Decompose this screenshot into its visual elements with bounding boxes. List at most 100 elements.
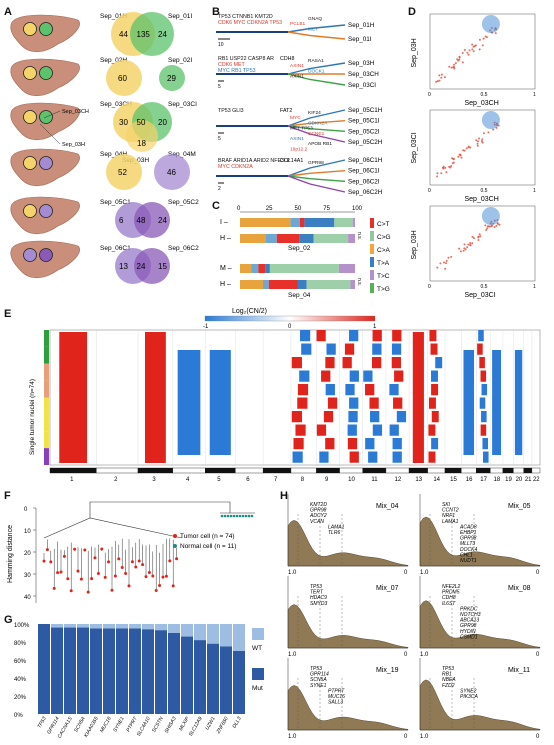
chromosome-label: 14 — [433, 477, 440, 483]
normal-cell-point — [223, 514, 227, 518]
x-tick-label: 0 — [428, 92, 431, 98]
tree-leaf-label: Sep_01I — [348, 36, 372, 43]
gene-label: MUC16 — [328, 694, 345, 700]
tumor-cell-point — [161, 575, 165, 579]
tree-leaf-label: Sep_06C1I — [348, 168, 380, 175]
scatter-point — [452, 161, 455, 164]
legend-label: C>A — [377, 247, 390, 254]
gene-label: CHL1 — [460, 552, 473, 558]
stacked-segment — [338, 264, 355, 273]
cn-loss-block — [492, 350, 502, 455]
tumor-cell-point — [164, 574, 168, 578]
density-curve — [419, 516, 541, 567]
x-tick-label: 0 — [428, 284, 431, 290]
tumor-cell-point — [76, 569, 80, 573]
scatter-point — [456, 58, 459, 61]
scatter-point — [458, 56, 461, 59]
scatter-point — [494, 32, 497, 35]
tumor-cell-point — [151, 574, 155, 578]
row-label: H – — [220, 235, 231, 242]
venn-circle-right — [154, 154, 190, 190]
cn-segment — [369, 397, 379, 409]
chromosome-label: 7 — [274, 477, 278, 483]
cn-segment — [326, 343, 336, 355]
tree-gene: CDH8 — [280, 56, 294, 62]
tree-leaf-label: Sep_05C1H — [348, 107, 383, 114]
tree-branch — [287, 125, 346, 143]
chromosome-label: 21 — [525, 477, 532, 483]
tumor-cell-point — [141, 563, 145, 567]
tumor-cell-point — [127, 584, 131, 588]
scatter-point — [478, 233, 481, 236]
cn-segment — [428, 397, 436, 409]
gene-label: CCNT2 — [442, 508, 459, 514]
gene-label: PRKDC — [460, 606, 478, 612]
cn-segment — [325, 357, 335, 369]
cn-segment — [345, 384, 355, 396]
subclone-strip — [44, 363, 49, 381]
cn-segment — [348, 411, 358, 423]
cn-segment — [327, 397, 338, 409]
venn-circle-right — [159, 65, 185, 91]
tumor-cell-point — [107, 560, 111, 564]
scatter-point — [452, 158, 455, 161]
scatter-point — [445, 171, 448, 174]
tumor-cell-point — [144, 575, 148, 579]
tumor-cell-point — [69, 589, 73, 593]
tree-branch — [287, 24, 346, 33]
cn-segment — [431, 384, 439, 396]
stacked-segment — [258, 264, 266, 273]
cn-segment — [394, 370, 404, 382]
subclone-strip — [44, 397, 49, 415]
tree-branch — [287, 125, 346, 133]
venn-count-right: 29 — [167, 74, 176, 83]
cn-segment — [392, 451, 402, 463]
legend-tumor-label: Tumor cell (n = 74) — [180, 533, 235, 540]
panel-f-phylogeny: Hamming distance 0 10 20 30 40 Tumor cell (n =… — [7, 501, 255, 603]
chromosome-bar — [502, 467, 514, 474]
scatter-point — [469, 244, 472, 247]
normal-cell-point — [250, 514, 254, 518]
scatter-point — [473, 45, 476, 48]
chromosome-bar — [476, 467, 491, 474]
tumor-cell-point — [59, 570, 63, 574]
gene-label: DLL3 — [232, 716, 243, 730]
cn-segment — [391, 357, 401, 369]
scatter-point — [467, 146, 470, 149]
cn-segment — [372, 343, 382, 355]
y-tick-label: 40 — [24, 595, 31, 601]
tumor-cell-point — [110, 588, 114, 592]
tumor-cell-point — [49, 560, 53, 564]
tumor-cell-point — [154, 589, 158, 593]
chromosome-label: 6 — [246, 477, 250, 483]
venn-count-left: 60 — [118, 74, 127, 83]
scatter-point — [475, 139, 478, 142]
venn-circle-right — [134, 202, 170, 238]
panel-label-h: H — [280, 490, 288, 502]
bar-mut — [38, 624, 50, 714]
tumor-cell-point — [83, 548, 87, 552]
cn-segment — [371, 357, 382, 369]
sample-name: Mix_19 — [376, 667, 399, 674]
density-curve — [419, 679, 541, 731]
tumor-region-left — [23, 22, 37, 36]
tumor-cell-point — [42, 559, 46, 563]
tree-branch-gene: CCNE1 — [308, 131, 325, 137]
tree-branch-gene: RASA1 — [308, 58, 324, 64]
x-tick-label: 0.5 — [481, 188, 488, 194]
cn-segment — [363, 370, 373, 382]
venn-right-label: Sep_05C2 — [168, 199, 199, 206]
tumor-cell-point — [62, 554, 66, 558]
normal-cell-point — [241, 514, 245, 518]
scatter-point — [476, 144, 479, 147]
normal-cell-point — [247, 514, 251, 518]
cn-segment — [292, 451, 303, 463]
y-tick-label: 0% — [14, 713, 23, 719]
tree-leaf-label: Sep_06C2H — [348, 189, 383, 196]
row-label: M – — [220, 265, 232, 272]
venn-circle-left — [106, 154, 142, 190]
tree-genes: MYC CDKN2A — [218, 164, 253, 170]
chromosome-label: 4 — [186, 477, 190, 483]
scatter-point — [459, 250, 462, 253]
cn-segment — [316, 424, 327, 436]
